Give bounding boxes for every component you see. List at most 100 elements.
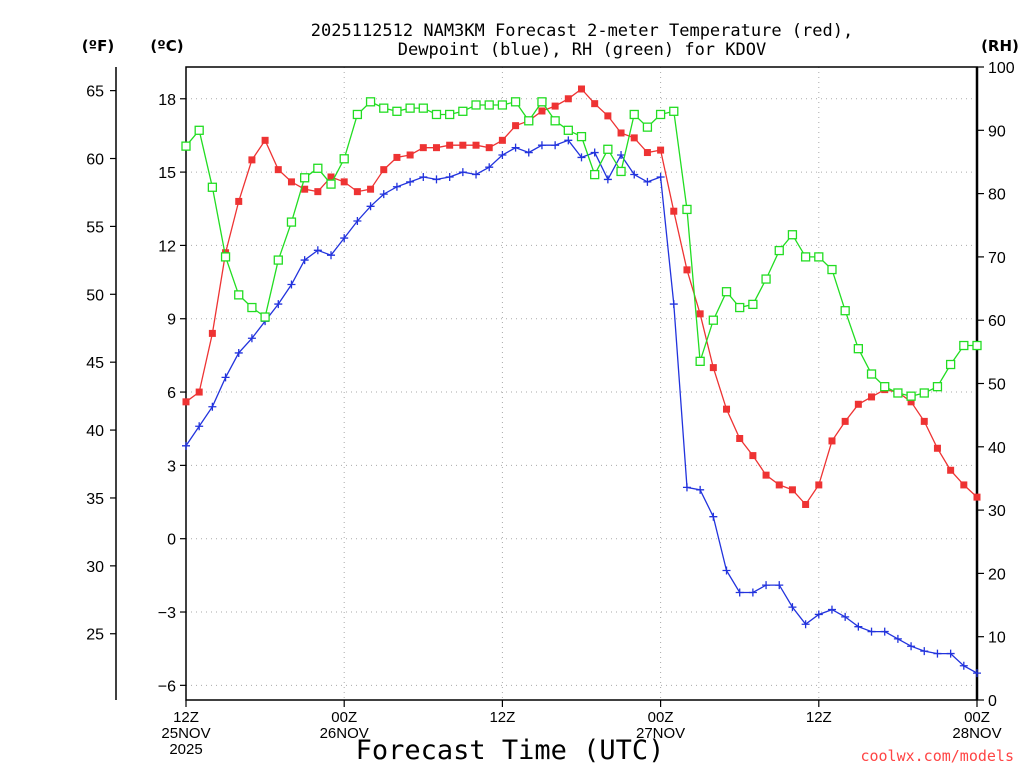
rh-tick-label: 60 [988, 313, 1006, 330]
data-point [972, 340, 982, 351]
data-point [458, 106, 468, 116]
data-point [274, 300, 283, 309]
data-point [432, 144, 440, 152]
data-point [497, 100, 508, 110]
data-point [866, 369, 877, 379]
data-point [827, 605, 836, 614]
data-point [313, 163, 323, 173]
data-point [380, 166, 388, 174]
data-point [392, 106, 402, 116]
data-point [801, 620, 810, 629]
data-point [841, 612, 850, 621]
data-point [181, 141, 191, 151]
data-point [907, 642, 916, 651]
data-point [314, 188, 322, 196]
data-point [854, 622, 863, 631]
data-point [379, 103, 389, 113]
data-point [591, 100, 599, 108]
data-point [367, 185, 375, 193]
data-point [498, 150, 507, 159]
data-point [301, 185, 309, 193]
data-point [261, 136, 269, 144]
data-point [617, 150, 626, 159]
data-point [577, 153, 586, 162]
data-point [762, 581, 771, 590]
data-point [365, 97, 376, 107]
data-point [392, 182, 401, 191]
data-point [802, 500, 810, 508]
data-point [247, 302, 257, 313]
data-point [893, 634, 902, 643]
data-point [432, 175, 441, 184]
rh-unit-label: (RH) [981, 37, 1019, 55]
data-point [472, 170, 481, 179]
data-point [761, 274, 771, 284]
data-point [207, 182, 218, 192]
data-point [235, 197, 243, 205]
fahrenheit-tick-label: 55 [86, 219, 104, 236]
fahrenheit-unit-label: (ºF) [82, 37, 114, 55]
data-point [749, 452, 757, 460]
x-tick-label: 00Z 28NOV [952, 709, 1001, 742]
data-point [551, 141, 560, 150]
data-point [617, 129, 625, 137]
data-point [182, 441, 190, 450]
rh-tick-label: 40 [988, 440, 1006, 457]
data-point [537, 97, 547, 107]
data-point [393, 153, 401, 161]
data-point [748, 299, 758, 310]
data-point [828, 437, 836, 445]
data-point [485, 144, 493, 152]
data-point [748, 588, 757, 597]
data-point [841, 417, 849, 425]
data-point [419, 172, 428, 181]
rh-tick-label: 0 [988, 693, 997, 710]
data-point [564, 95, 572, 103]
data-point [221, 373, 230, 382]
celsius-tick-label: 0 [167, 532, 176, 549]
data-point [616, 166, 626, 177]
data-point [551, 102, 559, 110]
fahrenheit-tick-label: 25 [86, 627, 104, 644]
celsius-tick-label: 9 [167, 312, 176, 329]
data-point [657, 146, 665, 154]
fahrenheit-tick-label: 40 [86, 423, 104, 440]
data-point [920, 647, 929, 656]
data-point [947, 466, 955, 474]
data-point [774, 245, 784, 256]
data-point [510, 97, 521, 107]
data-point [300, 256, 309, 265]
data-point [933, 649, 942, 658]
data-point [723, 405, 731, 413]
data-point [366, 202, 375, 211]
celsius-tick-label: 3 [167, 458, 176, 475]
fahrenheit-tick-label: 30 [86, 559, 104, 576]
celsius-tick-label: −3 [158, 605, 176, 622]
data-point [537, 141, 546, 150]
data-point [973, 493, 981, 501]
data-point [721, 287, 732, 297]
data-point [339, 154, 349, 164]
data-point [722, 566, 731, 575]
celsius-tick-label: 18 [158, 92, 176, 109]
data-point [682, 204, 692, 215]
data-point [853, 344, 863, 354]
data-point [208, 402, 217, 411]
rh-tick-label: 70 [988, 250, 1006, 267]
data-point [629, 109, 639, 120]
data-point [959, 340, 969, 351]
data-point [379, 190, 388, 199]
fahrenheit-tick-label: 50 [86, 287, 104, 304]
data-point [512, 122, 520, 130]
data-point [775, 481, 783, 489]
data-point [814, 610, 823, 619]
data-point [959, 661, 968, 670]
rh-tick-label: 90 [988, 123, 1006, 140]
data-point [669, 106, 679, 116]
data-point [511, 143, 520, 152]
data-point [630, 134, 638, 142]
data-point [352, 109, 363, 120]
data-point [353, 216, 362, 225]
data-point [248, 156, 256, 164]
data-point [920, 417, 928, 425]
